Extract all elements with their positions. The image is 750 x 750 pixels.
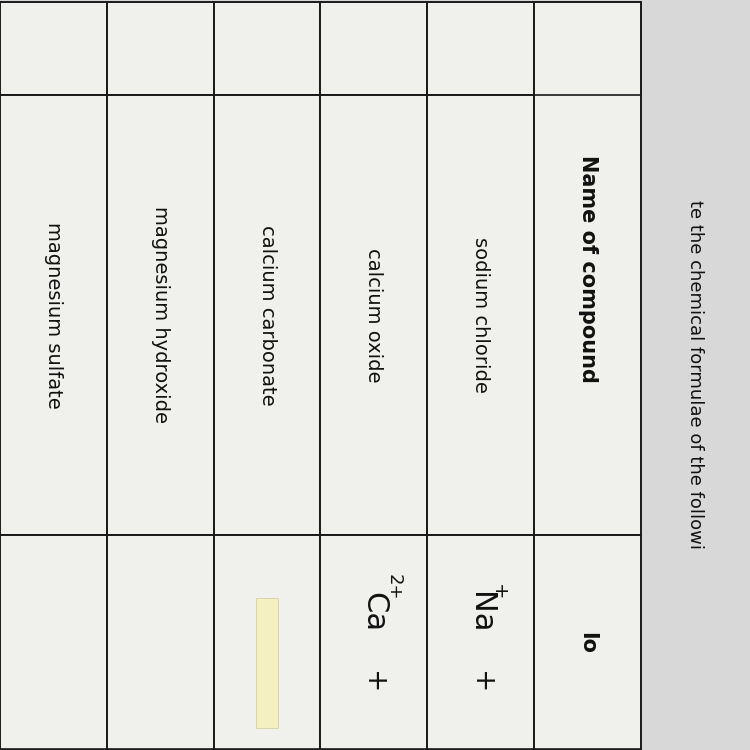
Bar bbox=[320, 95, 427, 535]
Text: calcium oxide: calcium oxide bbox=[364, 248, 383, 382]
Text: +: + bbox=[359, 670, 388, 694]
Bar bbox=[427, 2, 534, 95]
Text: sodium chloride: sodium chloride bbox=[471, 237, 490, 393]
Bar bbox=[320, 535, 427, 750]
Text: +: + bbox=[489, 584, 508, 601]
Bar bbox=[0, 2, 107, 95]
Text: te the chemical formulae of the followi: te the chemical formulae of the followi bbox=[686, 200, 704, 550]
Bar bbox=[256, 598, 278, 728]
Bar bbox=[427, 95, 534, 535]
Bar bbox=[107, 535, 214, 750]
Text: Na: Na bbox=[466, 592, 495, 633]
Bar bbox=[214, 2, 320, 95]
Text: magnesium hydroxide: magnesium hydroxide bbox=[151, 206, 170, 424]
Bar bbox=[107, 2, 214, 95]
Bar bbox=[0, 95, 107, 535]
Bar bbox=[107, 95, 214, 535]
Text: calcium carbonate: calcium carbonate bbox=[257, 225, 277, 405]
Bar bbox=[0, 535, 107, 750]
Text: +: + bbox=[466, 670, 494, 694]
Text: Io: Io bbox=[578, 632, 598, 653]
Bar bbox=[534, 535, 641, 750]
Bar bbox=[534, 2, 641, 535]
Bar bbox=[534, 2, 641, 95]
Bar bbox=[320, 2, 427, 95]
Text: Name of compound: Name of compound bbox=[578, 154, 598, 382]
Text: magnesium sulfate: magnesium sulfate bbox=[44, 222, 63, 408]
Bar bbox=[427, 535, 534, 750]
Bar bbox=[214, 95, 320, 535]
Bar bbox=[214, 535, 320, 750]
Text: 2+: 2+ bbox=[385, 574, 403, 601]
Text: Ca: Ca bbox=[359, 592, 388, 632]
